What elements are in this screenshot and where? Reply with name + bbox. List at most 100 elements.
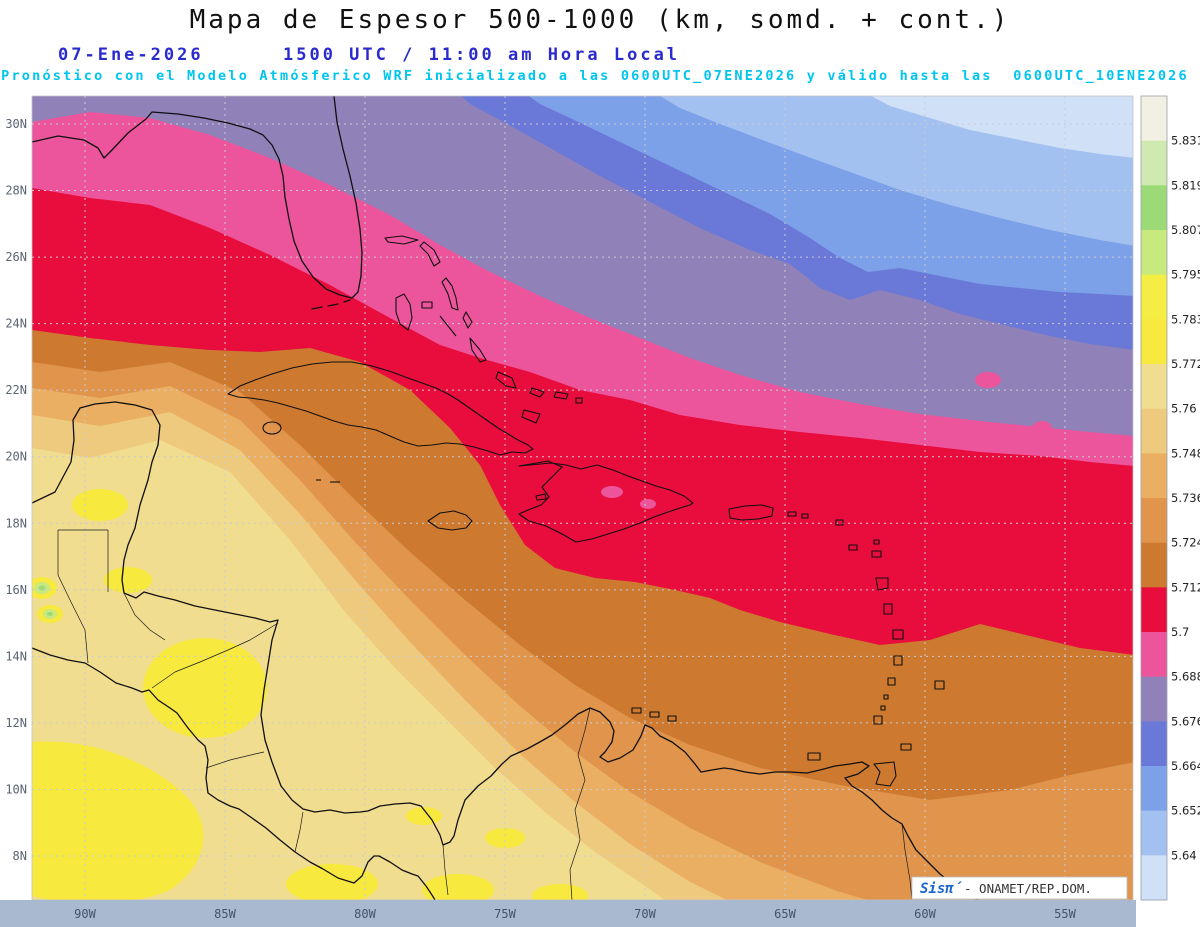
colorbar-label: 5.676: [1171, 714, 1200, 728]
island-isle-of-youth: [262, 421, 282, 435]
subtitle-time: 1500 UTC / 11:00 am Hora Local: [283, 45, 681, 65]
colorbar-swatch: [1141, 140, 1167, 186]
colorbar-label: 5.652: [1171, 804, 1200, 818]
lat-tick-label: 14N: [5, 649, 27, 663]
lat-tick-label: 22N: [5, 383, 27, 397]
colorbar-swatch: [1141, 498, 1167, 544]
island-hispaniola: [518, 460, 694, 543]
colorbar-swatch: [1141, 319, 1167, 365]
lon-tick-label: 60W: [914, 907, 936, 921]
colorbar-label: 5.664: [1171, 759, 1200, 773]
lat-tick-label: 18N: [5, 516, 27, 530]
page-title: Mapa de Espesor 500-1000 (km, somd. + co…: [189, 5, 1011, 35]
maxima-core: [47, 612, 53, 616]
branding-box: Sisπ́ - ONAMET/REP.DOM.: [911, 876, 1128, 900]
colorbar-label: 5.64: [1171, 848, 1197, 862]
colorbar-swatch: [1141, 721, 1167, 767]
band-palest-blue: [871, 96, 1133, 158]
lon-tick-label: 55W: [1054, 907, 1076, 921]
pink-minima-spots: [601, 372, 1052, 509]
maxima-core: [38, 585, 46, 591]
colorbar-swatch: [1141, 274, 1167, 320]
longitude-axis: 90W 85W 80W 75W 70W 65W 60W 55W: [74, 907, 1076, 921]
lon-tick-label: 80W: [354, 907, 376, 921]
branding-org: - ONAMET/REP.DOM.: [964, 881, 1092, 896]
green-maxima-spots: [32, 577, 63, 623]
island-cuba: [227, 361, 534, 456]
minima-spot: [975, 372, 1001, 388]
lat-tick-label: 16N: [5, 583, 27, 597]
colorbar-label: 5.783: [1171, 312, 1200, 326]
colorbar-label: 5.831: [1171, 134, 1200, 148]
subtitle-date: 07-Ene-2026: [58, 45, 204, 65]
lat-tick-label: 28N: [5, 184, 27, 198]
colorbar-swatch: [1141, 364, 1167, 410]
lat-tick-label: 26N: [5, 250, 27, 264]
colorbar-frame: [1140, 95, 1168, 901]
colorbar-swatch: [1141, 230, 1167, 276]
coastlines: [32, 96, 979, 900]
lat-tick-label: 20N: [5, 450, 27, 464]
lat-tick-label: 10N: [5, 782, 27, 796]
minima-spot: [640, 499, 656, 509]
yellow-patch: [422, 874, 494, 900]
branding-app: Sisπ́: [920, 881, 963, 897]
lon-tick-label: 90W: [74, 907, 96, 921]
minima-spot: [1032, 421, 1052, 435]
colorbar-swatch: [1141, 542, 1167, 588]
coast-gulf-florida: [32, 96, 363, 299]
country-borders: [57, 529, 913, 900]
coast-mainland-caribbean: [32, 401, 979, 900]
colorbar-label: 5.712: [1171, 580, 1200, 594]
colorbar-label: 5.76: [1171, 402, 1197, 416]
lat-tick-label: 8N: [13, 849, 27, 863]
minima-spot: [601, 486, 623, 498]
lat-tick-label: 12N: [5, 716, 27, 730]
lon-tick-label: 65W: [774, 907, 796, 921]
islands: [227, 235, 945, 787]
colorbar: 5.831 5.819 5.807 5.795 5.783 5.772 5.76 5.748 5…: [1140, 95, 1200, 901]
yellow-patch: [532, 884, 588, 900]
colorbar-label: 5.807: [1171, 223, 1200, 237]
lon-tick-label: 85W: [214, 907, 236, 921]
colorbar-label: 5.7: [1171, 625, 1189, 639]
yellow-patch: [286, 864, 378, 900]
colorbar-label: 5.688: [1171, 670, 1200, 684]
bottom-axis-strip: [0, 900, 1136, 927]
colorbar-label: 5.748: [1171, 446, 1200, 460]
colorbar-swatch: [1141, 185, 1167, 231]
branding-background: [911, 876, 1128, 900]
coast-florida-keys: [311, 299, 351, 310]
island-gonave: [535, 493, 547, 501]
colorbar-swatch: [1141, 632, 1167, 678]
colorbar-swatch: [1141, 408, 1167, 454]
graticule: [32, 96, 1133, 900]
islands-bahamas: [384, 235, 583, 424]
yellow-patch: [143, 638, 267, 738]
island-jamaica: [427, 510, 473, 531]
colorbar-label: 5.819: [1171, 178, 1200, 192]
subtitle-forecast: Pronóstico con el Modelo Atmósferico WRF…: [1, 68, 1189, 84]
colorbar-swatch: [1141, 855, 1167, 901]
coast-pacific: [32, 647, 436, 900]
colorbar-swatch: [1141, 810, 1167, 856]
yellow-patch: [72, 489, 128, 521]
contour-bands: [32, 96, 1133, 900]
yellow-patch: [485, 828, 525, 848]
colorbar-label: 5.724: [1171, 536, 1200, 550]
islands-lesser-antilles: [631, 511, 945, 787]
colorbar-swatch: [1141, 453, 1167, 499]
yellow-patch: [32, 741, 204, 900]
colorbar-swatch: [1141, 766, 1167, 812]
yellow-patches: [32, 489, 588, 900]
lat-tick-label: 24N: [5, 317, 27, 331]
lon-tick-label: 70W: [634, 907, 656, 921]
colorbar-label: 5.736: [1171, 491, 1200, 505]
colorbar-label: 5.795: [1171, 268, 1200, 282]
colorbar-swatch: [1141, 96, 1167, 142]
colorbar-label: 5.772: [1171, 357, 1200, 371]
lat-tick-label: 30N: [5, 117, 27, 131]
lon-tick-label: 75W: [494, 907, 516, 921]
